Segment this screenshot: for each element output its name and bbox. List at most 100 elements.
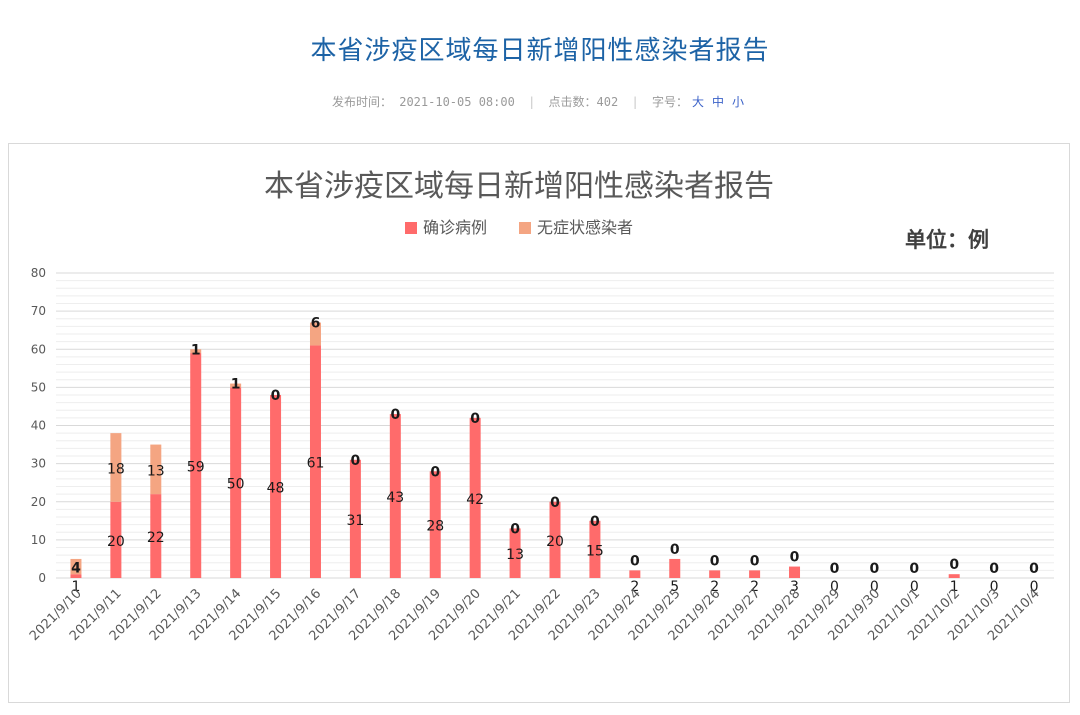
bar-asymptomatic	[70, 558, 82, 575]
data-label-asymptomatic: 0	[510, 521, 520, 537]
bar-confirmed	[70, 574, 82, 578]
bar-confirmed	[669, 558, 681, 578]
data-label-confirmed: 31	[346, 513, 364, 529]
font-size-small-link[interactable]: 小	[731, 95, 744, 109]
font-size-large-link[interactable]: 大	[691, 95, 704, 109]
data-label-confirmed: 2	[750, 579, 759, 595]
chart-frame: 本省涉疫区域每日新增阳性感染者报告 确诊病例 无症状感染者 单位：例 0 10 20…	[8, 143, 1070, 703]
data-label-confirmed: 61	[307, 456, 325, 472]
data-label-asymptomatic: 13	[147, 463, 165, 479]
bar-asymptomatic	[190, 349, 202, 354]
bar-confirmed	[230, 387, 242, 578]
data-label-asymptomatic: 0	[869, 561, 879, 577]
y-tick-label: 80	[31, 266, 46, 280]
data-label-asymptomatic: 0	[670, 542, 680, 558]
legend-label-asymptomatic: 无症状感染者	[537, 218, 633, 237]
bar-confirmed	[150, 494, 162, 578]
y-tick-label: 0	[38, 571, 46, 585]
unit-label: 单位：例	[905, 228, 989, 252]
bar-confirmed	[349, 459, 361, 578]
data-label-asymptomatic: 0	[430, 464, 440, 480]
data-label-asymptomatic: 0	[710, 553, 720, 569]
data-label-asymptomatic: 0	[909, 561, 919, 577]
bar-confirmed	[709, 570, 721, 578]
data-label-confirmed: 5	[670, 579, 679, 595]
data-label-confirmed: 28	[426, 519, 444, 535]
y-tick-label: 10	[31, 533, 46, 547]
data-label-asymptomatic: 1	[191, 342, 201, 358]
chart-title: 本省涉疫区域每日新增阳性感染者报告	[264, 169, 774, 204]
y-tick-label: 50	[31, 380, 46, 394]
bar-confirmed	[749, 570, 761, 578]
bar-confirmed	[469, 417, 481, 578]
data-label-asymptomatic: 4	[71, 561, 81, 577]
bar-confirmed	[789, 566, 801, 578]
bar-confirmed	[549, 501, 561, 578]
data-label-asymptomatic: 0	[271, 388, 281, 404]
data-label-asymptomatic: 18	[107, 461, 125, 477]
bar-confirmed	[110, 501, 122, 578]
data-label-confirmed: 20	[546, 534, 564, 550]
data-label-confirmed: 59	[187, 460, 205, 476]
data-label-asymptomatic: 0	[989, 561, 999, 577]
bar-confirmed	[270, 395, 282, 578]
bar-confirmed	[629, 570, 641, 578]
y-tick-label: 30	[31, 457, 46, 471]
bar-confirmed	[589, 520, 601, 578]
bar-confirmed	[948, 574, 960, 578]
data-label-asymptomatic: 0	[630, 553, 640, 569]
data-label-confirmed: 0	[870, 579, 879, 595]
y-tick-label: 20	[31, 495, 46, 509]
legend-label-confirmed: 确诊病例	[423, 218, 487, 237]
data-label-confirmed: 20	[107, 534, 125, 550]
data-label-confirmed: 13	[506, 547, 524, 563]
divider: |	[631, 95, 639, 109]
y-axis: 0 10 20 30 40 50 60 70 80	[31, 266, 46, 585]
gridlines	[56, 272, 1054, 579]
data-label-confirmed: 0	[910, 579, 919, 595]
bar-asymptomatic	[309, 322, 321, 346]
bar-asymptomatic	[150, 444, 162, 495]
data-label-confirmed: 2	[630, 579, 639, 595]
data-label-asymptomatic: 0	[830, 561, 840, 577]
bar-asymptomatic	[230, 383, 242, 388]
bar-confirmed	[190, 353, 202, 578]
data-label-confirmed: 15	[586, 543, 604, 559]
data-label-asymptomatic: 0	[470, 411, 480, 427]
data-label-asymptomatic: 6	[311, 316, 321, 332]
bars	[70, 322, 960, 578]
bar-chart: 本省涉疫区域每日新增阳性感染者报告 确诊病例 无症状感染者 单位：例 01020…	[27, 169, 1054, 644]
y-tick-label: 40	[31, 419, 46, 433]
data-label-confirmed: 0	[990, 579, 999, 595]
font-size-medium-link[interactable]: 中	[711, 95, 724, 109]
data-label-asymptomatic: 0	[750, 553, 760, 569]
font-size-label: 字号：	[651, 95, 688, 109]
data-label-confirmed: 0	[1030, 579, 1039, 595]
data-label-asymptomatic: 0	[550, 495, 560, 511]
publish-label: 发布时间：	[331, 95, 392, 109]
data-label-asymptomatic: 0	[790, 550, 800, 566]
data-label-asymptomatic: 1	[231, 377, 241, 393]
data-label-confirmed: 3	[790, 579, 799, 595]
bar-confirmed	[429, 471, 441, 578]
data-label-confirmed: 22	[147, 530, 165, 546]
page-title: 本省涉疫区域每日新增阳性感染者报告	[310, 36, 770, 66]
divider: |	[528, 95, 536, 109]
data-label-asymptomatic: 0	[1029, 561, 1039, 577]
article-meta: 发布时间： 2021-10-05 08:00 | 点击数：402 | 字号：大中…	[0, 93, 1080, 110]
bar-confirmed	[389, 414, 401, 578]
bar-confirmed	[509, 528, 521, 578]
data-label-asymptomatic: 0	[351, 453, 361, 469]
legend: 确诊病例 无症状感染者	[405, 218, 633, 237]
legend-swatch-asymptomatic	[519, 222, 531, 234]
legend-swatch-confirmed	[405, 222, 417, 234]
data-label-confirmed: 48	[267, 481, 285, 497]
data-label-confirmed: 0	[830, 579, 839, 595]
data-label-confirmed: 43	[386, 490, 404, 506]
x-axis: 2021/9/102021/9/112021/9/122021/9/132021…	[27, 586, 1043, 644]
data-label-asymptomatic: 0	[949, 557, 959, 573]
click-count: 402	[596, 95, 619, 109]
data-label-confirmed: 1	[950, 579, 959, 595]
y-tick-label: 60	[31, 342, 46, 356]
